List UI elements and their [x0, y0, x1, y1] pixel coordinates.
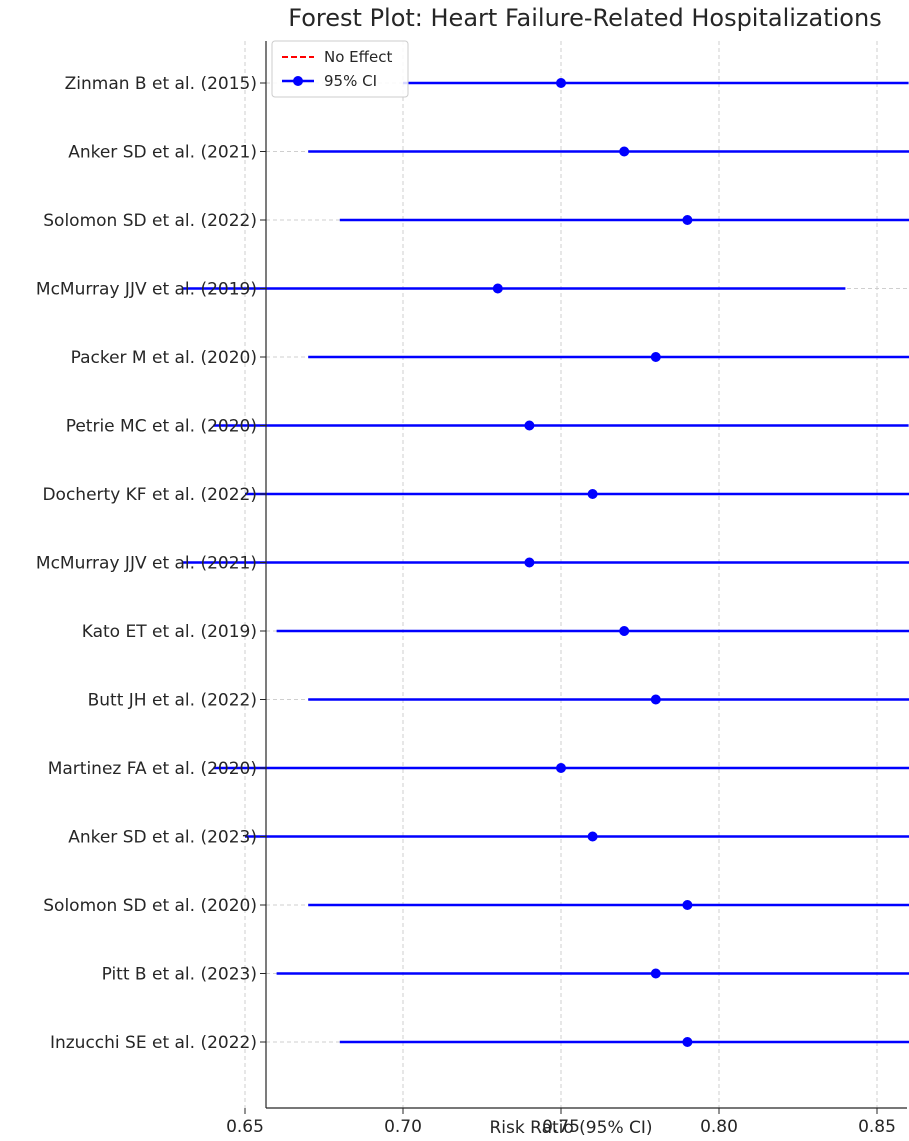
x-tick-label: 0.70	[384, 1117, 422, 1137]
point-estimate	[524, 557, 535, 568]
x-axis-ticks: 0.650.700.750.800.850.900.951.00	[226, 1108, 896, 1137]
y-tick-label: Docherty KF et al. (2022)	[42, 485, 257, 505]
ci-lines	[181, 81, 909, 1044]
legend-box	[271, 40, 409, 98]
y-tick-label: McMurray JJV et al. (2019)	[36, 280, 257, 300]
point-estimate	[492, 283, 503, 294]
x-tick-label: 0.85	[858, 1117, 896, 1137]
y-tick-label: McMurray JJV et al. (2021)	[36, 554, 257, 574]
y-tick-label: Solomon SD et al. (2022)	[43, 211, 257, 231]
y-tick-label: Petrie MC et al. (2020)	[66, 417, 257, 437]
y-tick-label: Butt JH et al. (2022)	[88, 691, 257, 711]
point-estimate	[650, 352, 661, 362]
y-tick-label: Kato ET et al. (2019)	[82, 622, 257, 642]
point-estimate	[682, 900, 693, 910]
point-estimate	[682, 215, 693, 225]
grid	[244, 41, 907, 1108]
y-tick-label: Zinman B et al. (2015)	[65, 74, 257, 94]
chart-title: Forest Plot: Heart Failure-Related Hospi…	[288, 4, 881, 32]
point-estimate	[650, 694, 661, 705]
point-estimate	[556, 78, 566, 88]
legend-no-effect-label: No Effect	[324, 48, 392, 66]
legend-ci-label: 95% CI	[324, 72, 377, 90]
y-tick-label: Pitt B et al. (2023)	[102, 965, 257, 985]
point-estimate	[587, 831, 598, 842]
point-estimate	[619, 626, 630, 636]
point-estimate	[619, 146, 630, 157]
x-tick-label: 0.80	[700, 1117, 738, 1137]
point-estimate	[587, 489, 598, 499]
point-estimate	[556, 763, 566, 773]
y-tick-label: Anker SD et al. (2023)	[68, 828, 257, 848]
x-tick-label: 0.65	[226, 1117, 264, 1137]
y-tick-label: Martinez FA et al. (2020)	[48, 759, 257, 779]
legend-ci-marker	[293, 76, 303, 86]
point-estimate	[682, 1037, 693, 1047]
axes	[265, 41, 907, 1109]
y-tick-label: Packer M et al. (2020)	[71, 348, 257, 368]
x-tick-label: 0.75	[542, 1117, 580, 1137]
legend: No Effect 95% CI	[271, 40, 409, 98]
y-tick-label: Solomon SD et al. (2020)	[43, 896, 257, 916]
y-axis-ticks: Zinman B et al. (2015) Anker SD et al. (2…	[36, 74, 266, 1053]
y-tick-label: Inzucchi SE et al. (2022)	[50, 1033, 257, 1053]
point-estimates	[492, 78, 693, 1047]
y-tick-label: Anker SD et al. (2021)	[68, 143, 257, 163]
point-estimate	[524, 420, 535, 431]
point-estimate	[650, 968, 661, 979]
x-axis-label: Risk Ratio (95% CI)	[489, 1118, 652, 1138]
